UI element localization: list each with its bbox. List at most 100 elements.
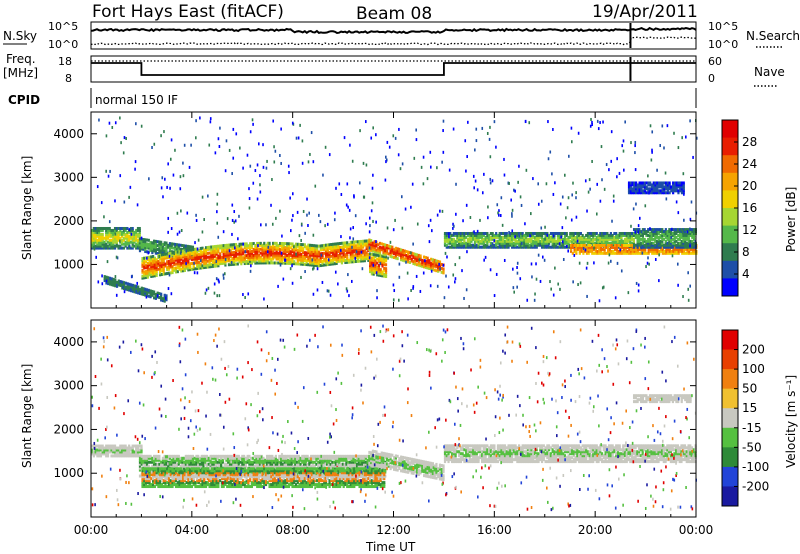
echo-cell <box>197 454 200 458</box>
noise-cell <box>114 275 117 279</box>
echo-cell <box>480 233 484 237</box>
noise-cell <box>495 145 497 149</box>
echo-cell <box>312 257 315 261</box>
noise-cell <box>172 173 175 177</box>
echo-cell <box>213 252 216 256</box>
echo-cell <box>518 241 521 245</box>
echo-cell <box>412 260 415 264</box>
echo-cell <box>184 246 187 250</box>
echo-cell <box>158 246 161 250</box>
noise-cell <box>195 136 197 140</box>
noise-cell <box>599 121 601 125</box>
echo-cell <box>222 253 225 257</box>
echo-cell <box>579 235 582 239</box>
echo-cell <box>652 191 655 195</box>
echo-cell <box>188 245 191 249</box>
echo-cell <box>112 234 115 238</box>
echo-cell <box>632 243 636 247</box>
noise-cell <box>233 220 236 224</box>
echo-cell <box>271 257 275 261</box>
noise-cell <box>347 273 349 277</box>
echo-cell <box>153 464 156 468</box>
echo-cell <box>629 239 632 243</box>
echo-cell <box>182 249 185 253</box>
echo-cell <box>657 241 660 245</box>
echo-cell <box>573 249 576 253</box>
echo-cell <box>349 256 352 260</box>
echo-cell <box>169 263 172 267</box>
echo-cell <box>342 251 345 255</box>
echo-cell <box>143 262 146 266</box>
echo-cell <box>389 250 392 254</box>
echo-cell <box>136 226 140 230</box>
echo-cell <box>167 271 171 275</box>
echo-cell <box>659 249 663 253</box>
echo-cell <box>664 233 667 237</box>
echo-cell <box>163 293 166 297</box>
noise-cell <box>365 163 368 167</box>
noise-cell <box>495 272 498 276</box>
echo-cell <box>91 240 94 244</box>
echo-cell <box>532 231 535 235</box>
echo-cell <box>576 237 579 241</box>
echo-cell <box>405 257 408 261</box>
noise-cell <box>217 235 220 239</box>
echo-cell <box>301 260 305 264</box>
echo-cell <box>190 456 193 460</box>
echo-cell <box>638 241 641 245</box>
echo-cell <box>567 239 570 243</box>
echo-cell <box>188 460 191 464</box>
echo-cell <box>558 245 561 249</box>
echo-cell <box>544 241 547 245</box>
echo-cell <box>654 247 657 251</box>
echo-cell <box>110 230 113 234</box>
echo-cell <box>630 231 634 235</box>
echo-cell <box>516 241 519 245</box>
echo-cell <box>466 241 470 245</box>
echo-cell <box>643 187 647 191</box>
noise-cell <box>350 279 353 283</box>
echo-cell <box>142 456 145 460</box>
echo-cell <box>151 291 154 295</box>
echo-cell <box>300 254 303 258</box>
echo-cell <box>220 464 223 468</box>
echo-cell <box>398 251 401 255</box>
noise-cell <box>368 216 371 220</box>
echo-cell <box>389 247 392 251</box>
echo-cell <box>443 243 447 247</box>
echo-cell <box>666 181 669 185</box>
echo-cell <box>257 259 261 263</box>
echo-cell <box>96 454 99 458</box>
noise-cell <box>296 210 299 214</box>
noise-cell <box>306 213 308 217</box>
echo-cell <box>518 237 521 241</box>
echo-cell <box>145 462 149 466</box>
echo-cell <box>636 245 639 249</box>
echo-cell <box>321 252 324 256</box>
echo-cell <box>91 228 94 232</box>
noise-cell <box>96 185 99 189</box>
echo-cell <box>558 243 561 247</box>
noise-cell <box>297 136 300 140</box>
noise-cell <box>439 209 441 213</box>
echo-cell <box>556 241 560 245</box>
echo-cell <box>377 243 380 247</box>
echo-cell <box>686 251 689 255</box>
echo-cell <box>378 251 382 255</box>
echo-cell <box>569 247 573 251</box>
echo-cell <box>370 246 373 250</box>
noise-cell <box>328 153 331 157</box>
echo-cell <box>291 254 294 258</box>
echo-cell <box>585 237 588 241</box>
echo-cell <box>421 262 424 266</box>
echo-cell <box>142 247 145 251</box>
echo-cell <box>119 244 122 248</box>
echo-cell <box>289 252 292 256</box>
echo-cell <box>360 253 363 257</box>
echo-cell <box>668 183 671 187</box>
noise-cell <box>196 271 199 275</box>
echo-cell <box>428 265 431 269</box>
echo-cell <box>181 247 184 251</box>
echo-cell <box>537 239 540 243</box>
echo-cell <box>347 244 351 248</box>
